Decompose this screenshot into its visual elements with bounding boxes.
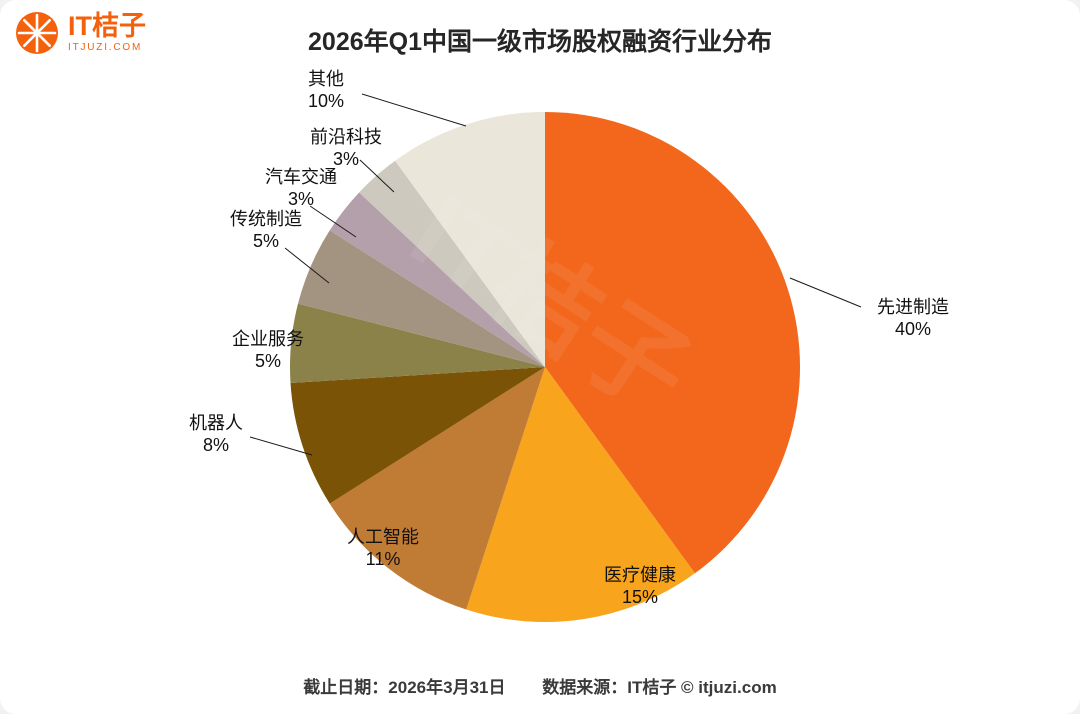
- slice-label-ai: 人工智能 11%: [333, 526, 433, 570]
- footer: 截止日期：2026年3月31日 数据来源：IT桔子 © itjuzi.com: [0, 673, 1080, 698]
- pie-slice-enterprise-services: [289, 303, 545, 384]
- slice-label-advanced-manufacturing: 先进制造 40%: [863, 296, 963, 340]
- slice-percent: 15%: [621, 587, 659, 607]
- leader-line-robotics: [249, 436, 313, 456]
- footer-deadline: 截止日期：2026年3月31日: [303, 678, 506, 697]
- leader-line-advanced-manufacturing: [789, 277, 862, 308]
- slice-name: 先进制造: [877, 297, 949, 317]
- pie-slice-frontier-tech: [359, 160, 545, 367]
- footer-source: 数据来源：IT桔子 © itjuzi.com: [542, 678, 777, 697]
- pie-slice-robotics: [290, 367, 545, 504]
- slice-name: 传统制造: [230, 209, 302, 229]
- brand-text: IT桔子 ITJUZI.COM: [68, 10, 146, 53]
- pie-slice-healthcare: [466, 367, 695, 623]
- pie-slice-advanced-manufacturing: [545, 112, 801, 574]
- leader-line-frontier-tech: [359, 159, 395, 193]
- slice-label-robotics: 机器人 8%: [166, 412, 266, 456]
- slice-percent: 40%: [894, 319, 932, 339]
- brand-domain: ITJUZI.COM: [68, 42, 143, 53]
- slice-label-others: 其他 10%: [276, 68, 376, 112]
- slice-percent: 3%: [287, 189, 314, 209]
- slice-label-frontier-tech: 前沿科技 3%: [296, 126, 396, 170]
- slice-name: 机器人: [189, 413, 243, 433]
- pie-slice-others: [395, 112, 545, 367]
- slice-percent: 8%: [202, 435, 229, 455]
- orange-fruit-icon: [16, 12, 58, 54]
- slice-percent: 10%: [307, 91, 345, 111]
- pie-slice-auto-transport: [329, 192, 545, 367]
- slice-percent: 3%: [332, 149, 359, 169]
- slice-percent: 5%: [254, 351, 281, 371]
- slice-name: 人工智能: [347, 527, 419, 547]
- slice-name: 医疗健康: [604, 565, 676, 585]
- slice-name: 前沿科技: [310, 127, 382, 147]
- slice-label-auto-transport: 汽车交通 3%: [251, 166, 351, 210]
- slice-label-traditional-manufacturing: 传统制造 5%: [216, 208, 316, 252]
- slice-percent: 11%: [365, 549, 401, 569]
- brand-name: IT桔子: [68, 11, 146, 41]
- pie-slice-traditional-manufacturing: [298, 230, 545, 367]
- slice-name: 汽车交通: [265, 167, 337, 187]
- leader-line-auto-transport: [309, 205, 357, 238]
- slice-name: 企业服务: [232, 329, 304, 349]
- pie-slice-ai: [329, 367, 545, 610]
- slice-label-healthcare: 医疗健康 15%: [590, 564, 690, 608]
- slice-name: 其他: [308, 69, 344, 89]
- leader-line-traditional-manufacturing: [284, 247, 330, 284]
- leader-line-others: [361, 93, 467, 127]
- slice-percent: 5%: [252, 231, 279, 251]
- pie-slices-group: [289, 112, 801, 623]
- chart-title: 2026年Q1中国一级市场股权融资行业分布: [308, 28, 772, 56]
- brand-logo: IT桔子 ITJUZI.COM: [14, 10, 146, 56]
- slice-label-enterprise-services: 企业服务 5%: [218, 328, 318, 372]
